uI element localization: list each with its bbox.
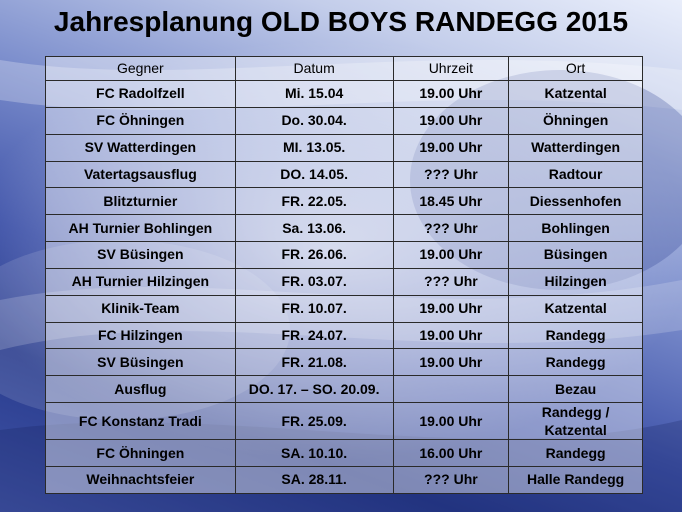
cell-time: 19.00 Uhr: [392, 106, 510, 135]
cell-time: ??? Uhr: [392, 267, 510, 296]
cell-date: SA. 28.11.: [234, 465, 394, 494]
cell-date: DO. 17. – SO. 20.09.: [234, 375, 394, 404]
cell-date: FR. 26.06.: [234, 241, 394, 269]
cell-time: 19.00 Uhr: [392, 321, 510, 350]
cell-date: Mi. 15.04: [234, 80, 394, 108]
cell-date: Do. 30.04.: [234, 106, 394, 135]
cell-location: Öhningen: [508, 106, 643, 135]
cell-date: FR. 03.07.: [234, 267, 394, 296]
cell-location: Randegg: [508, 321, 643, 350]
table-row: Ausflug DO. 17. – SO. 20.09. Bezau: [45, 375, 643, 404]
cell-location: Randegg / Katzental: [508, 402, 643, 441]
cell-location: Bezau: [508, 375, 643, 404]
cell-opponent: FC Öhningen: [45, 439, 236, 467]
cell-time: 18.45 Uhr: [392, 187, 510, 216]
cell-date: FR. 21.08.: [234, 348, 394, 377]
schedule-table: Gegner Datum Uhrzeit Ort FC Radolfzell Mi…: [45, 56, 643, 494]
cell-time: 19.00 Uhr: [392, 133, 510, 162]
table-row: Blitzturnier FR. 22.05. 18.45 Uhr Diessenho…: [45, 187, 643, 216]
cell-time: 19.00 Uhr: [392, 402, 510, 441]
table-row: FC Öhningen SA. 10.10. 16.00 Uhr Randegg: [45, 439, 643, 467]
cell-opponent: SV Büsingen: [45, 348, 236, 377]
cell-opponent: SV Büsingen: [45, 241, 236, 269]
table-row: AH Turnier Bohlingen Sa. 13.06.??? Uhr Boh…: [45, 214, 643, 243]
cell-opponent: Vatertagsausflug: [45, 160, 236, 189]
cell-time: 19.00 Uhr: [392, 294, 510, 323]
cell-location: Randegg: [508, 348, 643, 377]
cell-opponent: AH Turnier Hilzingen: [45, 267, 236, 296]
cell-opponent: Blitzturnier: [45, 187, 236, 216]
cell-time: ??? Uhr: [392, 465, 510, 494]
cell-time: 19.00 Uhr: [392, 241, 510, 269]
cell-time: ??? Uhr: [392, 214, 510, 243]
cell-location: Randegg: [508, 439, 643, 467]
cell-location: Halle Randegg: [508, 465, 643, 494]
cell-opponent: SV Watterdingen: [45, 133, 236, 162]
header-location: Ort: [508, 56, 643, 81]
table-row: FC Hilzingen FR. 24.07. 19.00 Uhr Randegg: [45, 321, 643, 350]
cell-date: MI. 13.05.: [234, 133, 394, 162]
table-row: SV Watterdingen MI. 13.05. 19.00 Uhr Watter…: [45, 133, 643, 162]
cell-opponent: Ausflug: [45, 375, 236, 404]
table-row: FC Öhningen Do. 30.04. 19.00 Uhr Öhningen: [45, 106, 643, 135]
header-time: Uhrzeit: [392, 56, 510, 81]
cell-date: FR. 24.07.: [234, 321, 394, 350]
page-title: Jahresplanung OLD BOYS RANDEGG 2015: [53, 6, 629, 37]
cell-date: FR. 25.09.: [234, 402, 394, 441]
cell-time: 16.00 Uhr: [392, 439, 510, 467]
cell-location: Katzental: [508, 80, 643, 108]
cell-opponent: AH Turnier Bohlingen: [45, 214, 236, 243]
cell-location: Büsingen: [508, 241, 643, 269]
cell-opponent: FC Konstanz Tradi: [45, 402, 236, 441]
cell-opponent: Klinik-Team: [45, 294, 236, 323]
cell-location: Katzental: [508, 294, 643, 323]
cell-date: DO. 14.05.: [234, 160, 394, 189]
header-date: Datum: [234, 56, 394, 81]
cell-opponent: FC Öhningen: [45, 106, 236, 135]
cell-opponent: FC Hilzingen: [45, 321, 236, 350]
cell-date: FR. 22.05.: [234, 187, 394, 216]
cell-time: 19.00 Uhr: [392, 80, 510, 108]
cell-date: SA. 10.10.: [234, 439, 394, 467]
table-row: Klinik-Team FR. 10.07. 19.00 Uhr Katzental: [45, 294, 643, 323]
table-row: SV Büsingen FR. 26.06. 19.00 Uhr Büsingen: [45, 241, 643, 269]
table-header-row: Gegner Datum Uhrzeit Ort: [45, 56, 643, 81]
table-row: SV Büsingen FR. 21.08. 19.00 Uhr Randegg: [45, 348, 643, 377]
cell-location: Radtour: [508, 160, 643, 189]
cell-location: Hilzingen: [508, 267, 643, 296]
table-row: FC Radolfzell Mi. 15.04 19.00 Uhr Katzental: [45, 80, 643, 108]
table-row: FC Konstanz Tradi FR. 25.09. 19.00 Uhr Rand…: [45, 402, 643, 441]
table-row: AH Turnier Hilzingen FR. 03.07.??? Uhr Hil…: [45, 267, 643, 296]
header-opponent: Gegner: [45, 56, 236, 81]
cell-location: Bohlingen: [508, 214, 643, 243]
cell-opponent: Weihnachtsfeier: [45, 465, 236, 494]
cell-time: [392, 375, 510, 404]
table-row: Vatertagsausflug DO. 14.05.??? Uhr Radtour: [45, 160, 643, 189]
cell-time: 19.00 Uhr: [392, 348, 510, 377]
table-row: Weihnachtsfeier SA. 28.11.??? Uhr Halle Ra…: [45, 465, 643, 494]
cell-opponent: FC Radolfzell: [45, 80, 236, 108]
cell-time: ??? Uhr: [392, 160, 510, 189]
cell-date: Sa. 13.06.: [234, 214, 394, 243]
cell-date: FR. 10.07.: [234, 294, 394, 323]
cell-location: Diessenhofen: [508, 187, 643, 216]
cell-location: Watterdingen: [508, 133, 643, 162]
